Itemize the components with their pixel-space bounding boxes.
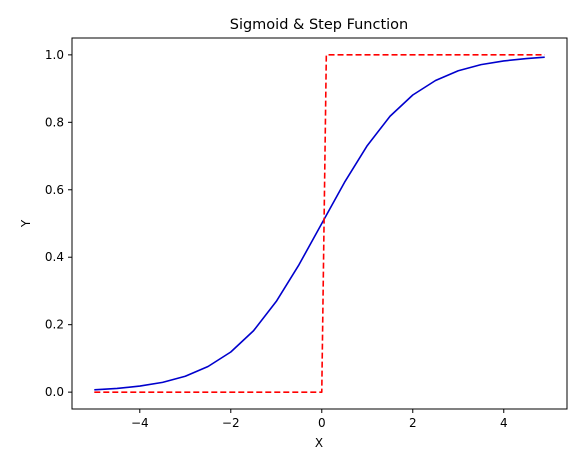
y-axis-label: Y xyxy=(19,219,33,228)
series-line-1 xyxy=(94,54,545,393)
series-line-0 xyxy=(94,56,545,391)
y-tick-label: 0.0 xyxy=(45,385,64,399)
chart-title: Sigmoid & Step Function xyxy=(230,17,409,33)
x-tick-label: 0 xyxy=(318,416,326,430)
x-tick-label: 2 xyxy=(409,416,417,430)
x-axis-label: X xyxy=(315,436,323,450)
x-tick-label: −2 xyxy=(222,416,240,430)
y-tick-label: 0.4 xyxy=(45,250,64,264)
axes-frame xyxy=(71,37,568,410)
plot-area xyxy=(94,54,545,393)
y-axis: 0.0 0.2 0.4 0.6 0.8 1.0 xyxy=(45,48,72,399)
x-axis: −4 −2 0 2 4 xyxy=(131,409,508,430)
y-tick-label: 1.0 xyxy=(45,48,64,62)
x-tick-label: −4 xyxy=(131,416,149,430)
y-tick-label: 0.6 xyxy=(45,183,64,197)
y-tick-label: 0.2 xyxy=(45,318,64,332)
x-tick-label: 4 xyxy=(500,416,508,430)
y-tick-label: 0.8 xyxy=(45,115,64,129)
